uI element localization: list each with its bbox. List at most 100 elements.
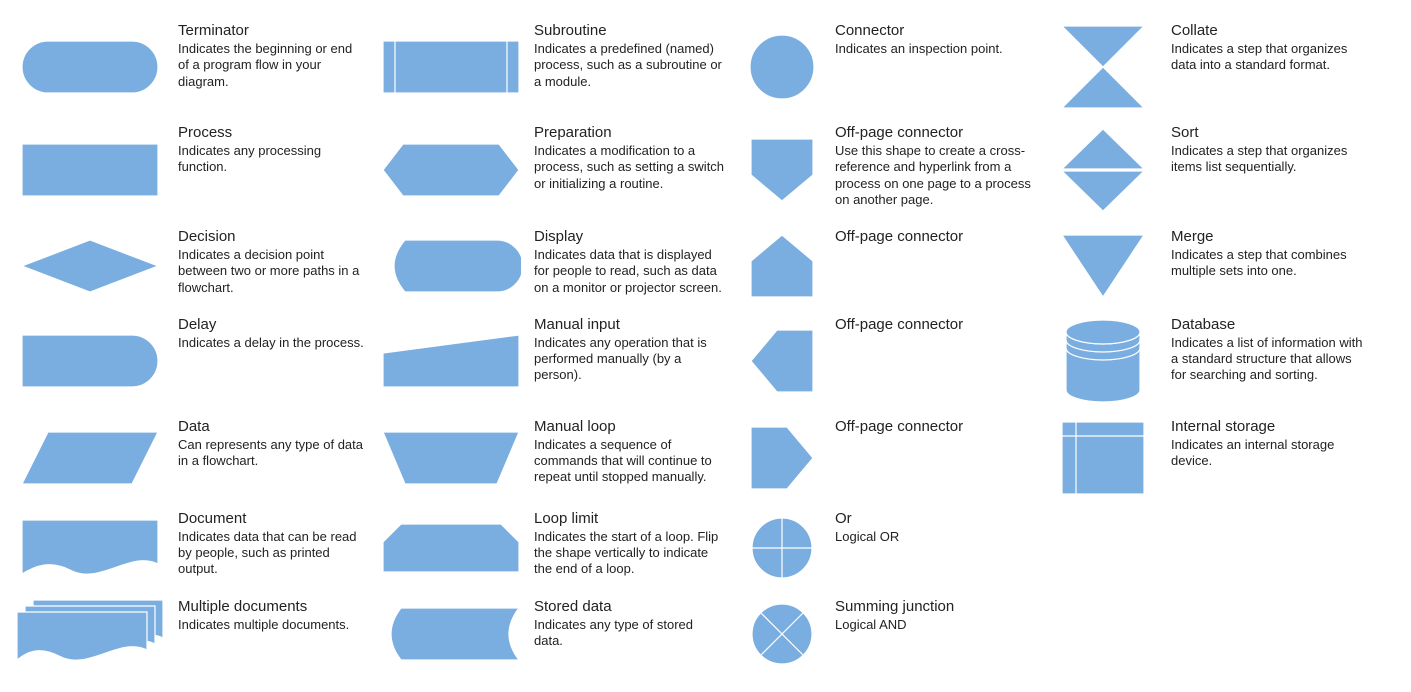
shape-title: Off-page connector — [835, 124, 1031, 141]
subroutine-icon — [376, 16, 526, 118]
offpage-left-label: Off-page connector — [835, 310, 1035, 412]
shape-title: Merge — [1171, 228, 1367, 245]
document-icon — [10, 504, 170, 592]
preparation-icon — [376, 118, 526, 222]
shape-title: Sort — [1171, 124, 1367, 141]
terminator-icon — [10, 16, 170, 118]
stored-data-label: Stored data Indicates any type of stored … — [534, 592, 729, 676]
shape-title: Manual loop — [534, 418, 725, 435]
shape-title: Database — [1171, 316, 1367, 333]
shape-desc: Indicates a step that organizes data int… — [1171, 41, 1367, 74]
merge-label: Merge Indicates a step that combines mult… — [1171, 222, 1371, 310]
shape-title: Process — [178, 124, 364, 141]
merge-icon — [1043, 222, 1163, 310]
document-label: Document Indicates data that can be read … — [178, 504, 368, 592]
connector-icon — [737, 16, 827, 118]
delay-label: Delay Indicates a delay in the process. — [178, 310, 368, 412]
summing-junction-label: Summing junction Logical AND — [835, 592, 1035, 676]
shape-desc: Indicates a decision point between two o… — [178, 247, 364, 296]
collate-icon — [1043, 16, 1163, 118]
shape-title: Document — [178, 510, 364, 527]
manual-loop-icon — [376, 412, 526, 504]
shape-title: Or — [835, 510, 1031, 527]
offpage-up-label: Off-page connector — [835, 222, 1035, 310]
shape-desc: Indicates multiple documents. — [178, 617, 364, 633]
shape-desc: Indicates data that is displayed for peo… — [534, 247, 725, 296]
shape-desc: Use this shape to create a cross-referen… — [835, 143, 1031, 208]
offpage-up-icon — [737, 222, 827, 310]
shape-desc: Indicates a delay in the process. — [178, 335, 364, 351]
offpage-right-label: Off-page connector — [835, 412, 1035, 504]
shape-title: Off-page connector — [835, 228, 1031, 245]
manual-input-icon — [376, 310, 526, 412]
database-label: Database Indicates a list of information … — [1171, 310, 1371, 412]
shape-title: Off-page connector — [835, 316, 1031, 333]
delay-icon — [10, 310, 170, 412]
shape-desc: Logical OR — [835, 529, 1031, 545]
shape-desc: Indicates the start of a loop. Flip the … — [534, 529, 725, 578]
loop-limit-icon — [376, 504, 526, 592]
shape-title: Subroutine — [534, 22, 725, 39]
shape-title: Off-page connector — [835, 418, 1031, 435]
connector-label: Connector Indicates an inspection point. — [835, 16, 1035, 118]
shape-desc: Indicates any operation that is performe… — [534, 335, 725, 384]
shape-desc: Indicates a step that organizes items li… — [1171, 143, 1367, 176]
stored-data-icon — [376, 592, 526, 676]
decision-icon — [10, 222, 170, 310]
offpage-right-icon — [737, 412, 827, 504]
shape-title: Loop limit — [534, 510, 725, 527]
shape-desc: Indicates data that can be read by peopl… — [178, 529, 364, 578]
shape-desc: Indicates a list of information with a s… — [1171, 335, 1367, 384]
process-label: Process Indicates any processing function… — [178, 118, 368, 222]
process-icon — [10, 118, 170, 222]
shape-title: Display — [534, 228, 725, 245]
display-icon — [376, 222, 526, 310]
shape-title: Multiple documents — [178, 598, 364, 615]
shape-title: Preparation — [534, 124, 725, 141]
flowchart-shapes-grid: Terminator Indicates the beginning or end… — [10, 16, 1401, 676]
collate-label: Collate Indicates a step that organizes d… — [1171, 16, 1371, 118]
manual-loop-label: Manual loop Indicates a sequence of comma… — [534, 412, 729, 504]
shape-desc: Indicates an internal storage device. — [1171, 437, 1367, 470]
manual-input-label: Manual input Indicates any operation that… — [534, 310, 729, 412]
sort-label: Sort Indicates a step that organizes item… — [1171, 118, 1371, 222]
preparation-label: Preparation Indicates a modification to a… — [534, 118, 729, 222]
shape-desc: Indicates a step that combines multiple … — [1171, 247, 1367, 280]
shape-title: Collate — [1171, 22, 1367, 39]
shape-desc: Indicates an inspection point. — [835, 41, 1031, 57]
shape-desc: Indicates a predefined (named) process, … — [534, 41, 725, 90]
data-icon — [10, 412, 170, 504]
shape-title: Delay — [178, 316, 364, 333]
terminator-label: Terminator Indicates the beginning or end… — [178, 16, 368, 118]
multi-documents-icon — [10, 592, 170, 676]
shape-desc: Logical AND — [835, 617, 1031, 633]
shape-desc: Indicates any processing function. — [178, 143, 364, 176]
shape-title: Manual input — [534, 316, 725, 333]
shape-desc: Indicates a sequence of commands that wi… — [534, 437, 725, 486]
subroutine-label: Subroutine Indicates a predefined (named)… — [534, 16, 729, 118]
or-label: Or Logical OR — [835, 504, 1035, 592]
shape-desc: Indicates the beginning or end of a prog… — [178, 41, 364, 90]
shape-desc: Can represents any type of data in a flo… — [178, 437, 364, 470]
shape-title: Decision — [178, 228, 364, 245]
data-label: Data Can represents any type of data in a… — [178, 412, 368, 504]
shape-title: Stored data — [534, 598, 725, 615]
shape-title: Summing junction — [835, 598, 1031, 615]
offpage-down-label: Off-page connector Use this shape to crea… — [835, 118, 1035, 222]
shape-desc: Indicates any type of stored data. — [534, 617, 725, 650]
offpage-down-icon — [737, 118, 827, 222]
shape-desc: Indicates a modification to a process, s… — [534, 143, 725, 192]
decision-label: Decision Indicates a decision point betwe… — [178, 222, 368, 310]
shape-title: Internal storage — [1171, 418, 1367, 435]
display-label: Display Indicates data that is displayed … — [534, 222, 729, 310]
or-icon — [737, 504, 827, 592]
shape-title: Connector — [835, 22, 1031, 39]
internal-storage-icon — [1043, 412, 1163, 504]
sort-icon — [1043, 118, 1163, 222]
offpage-left-icon — [737, 310, 827, 412]
shape-title: Terminator — [178, 22, 364, 39]
loop-limit-label: Loop limit Indicates the start of a loop.… — [534, 504, 729, 592]
multi-documents-label: Multiple documents Indicates multiple doc… — [178, 592, 368, 676]
internal-storage-label: Internal storage Indicates an internal st… — [1171, 412, 1371, 504]
shape-title: Data — [178, 418, 364, 435]
